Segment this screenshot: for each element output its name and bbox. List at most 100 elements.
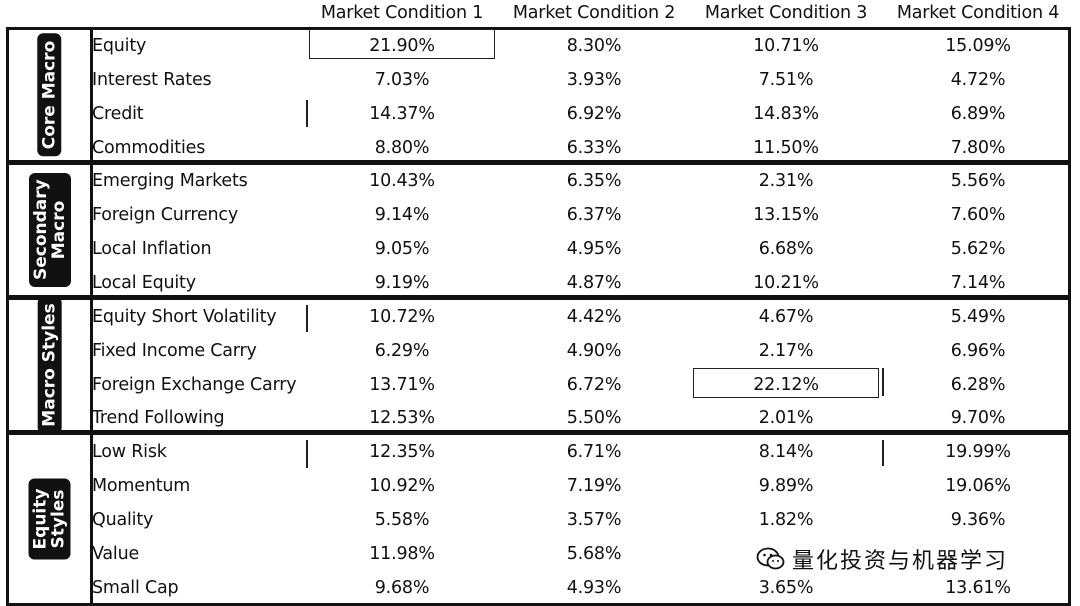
row-label: Local Equity <box>92 272 196 293</box>
row-label: Emerging Markets <box>92 171 248 192</box>
row-label: Small Cap <box>92 577 179 598</box>
table-cell: 11.98% <box>369 543 435 564</box>
group-box: Secondary Macro <box>6 162 1071 298</box>
table-cell: 10.43% <box>369 171 435 192</box>
table-cell: 2.31% <box>758 171 814 192</box>
group-box: Equity Styles <box>6 432 1071 606</box>
table-cell: 6.29% <box>374 340 430 361</box>
table-cell: 9.19% <box>374 272 430 293</box>
table-cell: 6.96% <box>950 340 1006 361</box>
row-label: Value <box>92 543 140 564</box>
column-header: Market Condition 2 <box>512 3 676 23</box>
table-cell: 9.89% <box>758 476 814 497</box>
table-cell: 5.62% <box>950 239 1006 260</box>
table-cell: 7.19% <box>566 476 622 497</box>
highlight-box <box>309 29 495 59</box>
row-label: Credit <box>92 103 144 124</box>
highlight-box <box>693 367 879 398</box>
table-cell: 10.92% <box>369 476 435 497</box>
table-cell: 6.35% <box>566 171 622 192</box>
table-cell: 9.36% <box>950 509 1006 530</box>
column-separator <box>306 305 308 332</box>
table-cell: 9.14% <box>374 205 430 226</box>
table-cell: 6.37% <box>566 205 622 226</box>
table-cell: 8.80% <box>374 137 430 158</box>
table-cell: 2.01% <box>758 408 814 429</box>
group-box: Core Macro <box>6 27 1071 163</box>
column-separator <box>306 440 308 468</box>
table-cell: 6.33% <box>566 137 622 158</box>
table-cell: 4.87% <box>566 272 622 293</box>
table-cell: 13.15% <box>753 205 819 226</box>
column-separator <box>306 100 308 127</box>
row-label: Low Risk <box>92 442 167 463</box>
row-label: Equity Short Volatility <box>92 306 277 327</box>
wechat-icon <box>756 547 785 570</box>
row-label: Foreign Exchange Carry <box>92 374 297 395</box>
table-cell: 10.21% <box>753 272 819 293</box>
table-cell: 4.90% <box>566 340 622 361</box>
group-box: Macro Styles <box>6 296 1071 434</box>
column-header: Market Condition 4 <box>896 3 1060 23</box>
watermark: 量化投资与机器学习 <box>752 544 1013 574</box>
watermark-text: 量化投资与机器学习 <box>792 549 1009 574</box>
table-cell: 19.06% <box>945 476 1011 497</box>
row-label: Local Inflation <box>92 239 212 260</box>
table-cell: 21.90% <box>369 36 435 56</box>
column-separator <box>882 440 884 466</box>
table-cell: 5.56% <box>950 171 1006 192</box>
row-label: Commodities <box>92 137 206 158</box>
table-cell: 4.67% <box>758 306 814 327</box>
table-cell: 7.51% <box>758 69 814 90</box>
table-cell: 9.68% <box>374 577 430 598</box>
row-label: Equity <box>92 36 147 56</box>
table-cell: 8.30% <box>566 36 622 56</box>
table-cell: 2.17% <box>758 340 814 361</box>
table-cell: 19.99% <box>945 442 1011 463</box>
column-header: Market Condition 3 <box>704 3 868 23</box>
table-cell: 22.12% <box>753 374 819 395</box>
table-cell: 6.68% <box>758 239 814 260</box>
group-label-cell: Macro Styles <box>9 296 93 434</box>
table-cell: 15.09% <box>945 36 1011 56</box>
table-cell: 12.35% <box>369 442 435 463</box>
group-label-cell: Equity Styles <box>9 435 93 603</box>
table-cell: 5.58% <box>374 509 430 530</box>
row-label: Quality <box>92 509 154 530</box>
table-cell: 6.72% <box>566 374 622 395</box>
group-label: Core Macro <box>37 33 62 157</box>
table-cell: 4.42% <box>566 306 622 327</box>
table-cell: 7.03% <box>374 69 430 90</box>
table-cell: 5.68% <box>566 543 622 564</box>
table-cell: 6.28% <box>950 374 1006 395</box>
row-label: Interest Rates <box>92 69 212 90</box>
column-header: Market Condition 1 <box>320 3 484 23</box>
table-cell: 7.60% <box>950 205 1006 226</box>
table-cell: 11.50% <box>753 137 819 158</box>
table-cell: 6.71% <box>566 442 622 463</box>
table-cell: 10.72% <box>369 306 435 327</box>
table-cell: 10.71% <box>753 36 819 56</box>
table-cell: 3.57% <box>566 509 622 530</box>
table-cell: 8.14% <box>758 442 814 463</box>
row-label: Foreign Currency <box>92 205 238 226</box>
table-cell: 1.82% <box>758 509 814 530</box>
table-cell: 14.37% <box>369 103 435 124</box>
group-label-cell: Secondary Macro <box>9 165 93 295</box>
table-cell: 4.72% <box>950 69 1006 90</box>
group-label: Equity Styles <box>28 478 71 560</box>
group-label-cell: Core Macro <box>9 30 93 160</box>
table-cell: 5.50% <box>566 408 622 429</box>
table-cell: 4.95% <box>566 239 622 260</box>
column-separator <box>882 368 884 396</box>
row-label: Momentum <box>92 476 191 497</box>
table-cell: 7.80% <box>950 137 1006 158</box>
table-cell: 14.83% <box>753 103 819 124</box>
table-cell: 6.92% <box>566 103 622 124</box>
group-label: Macro Styles <box>37 296 62 434</box>
table-cell: 12.53% <box>369 408 435 429</box>
row-label: Fixed Income Carry <box>92 340 257 361</box>
table-cell: 5.49% <box>950 306 1006 327</box>
table-cell: 3.93% <box>566 69 622 90</box>
table-cell: 3.65% <box>758 577 814 598</box>
